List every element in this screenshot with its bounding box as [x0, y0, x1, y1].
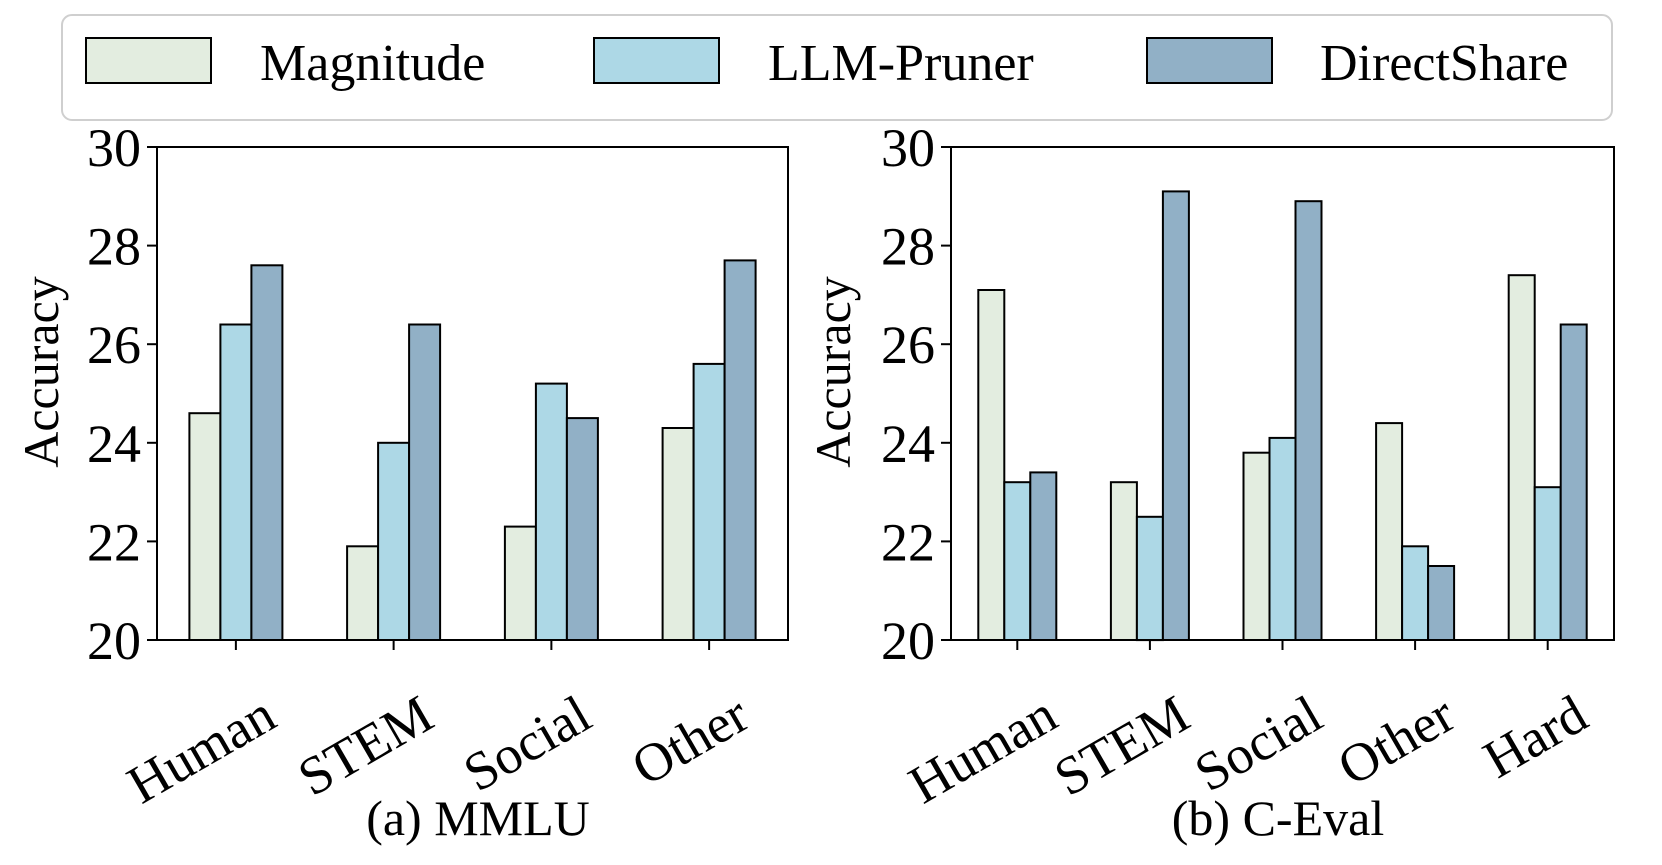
plot-frame-mmlu [156, 146, 789, 641]
bar-c-eval-other-directshare [1427, 565, 1456, 641]
bar-c-eval-social-directshare [1294, 200, 1323, 641]
bar-mmlu-human-directshare [250, 264, 284, 641]
x-tick-label-c-eval-social: Social [1185, 684, 1332, 803]
legend: Magnitude LLM-Pruner DirectShare [61, 14, 1613, 121]
bar-mmlu-other-magnitude [661, 427, 695, 641]
bar-mmlu-human-magnitude [188, 412, 222, 642]
bar-c-eval-other-llm-pruner [1401, 545, 1430, 641]
bar-mmlu-social-magnitude [503, 525, 537, 641]
x-tick-label-c-eval-other: Other [1328, 684, 1464, 797]
bar-c-eval-stem-directshare [1161, 190, 1190, 641]
bar-c-eval-other-magnitude [1375, 422, 1404, 641]
bar-mmlu-social-llm-pruner [534, 382, 568, 641]
bar-mmlu-other-llm-pruner [692, 362, 726, 641]
bar-c-eval-hard-llm-pruner [1533, 486, 1562, 642]
legend-label-magnitude: Magnitude [260, 35, 485, 92]
bar-c-eval-human-llm-pruner [1003, 481, 1032, 642]
y-tick-label-mmlu-24: 24 [87, 414, 141, 474]
bar-c-eval-stem-llm-pruner [1135, 515, 1164, 642]
bar-mmlu-stem-magnitude [346, 545, 380, 641]
legend-label-directshare: DirectShare [1320, 35, 1568, 92]
x-tick-label-c-eval-hard: Hard [1473, 684, 1596, 790]
y-tick-label-c-eval-30: 30 [881, 118, 935, 178]
y-tick-label-mmlu-28: 28 [87, 217, 141, 277]
x-tick-label-mmlu-social: Social [454, 684, 601, 803]
bar-mmlu-human-llm-pruner [219, 323, 253, 641]
chart-title-mmlu: (a) MMLU [366, 790, 590, 846]
y-tick-label-c-eval-20: 20 [881, 611, 935, 671]
y-tick-label-mmlu-22: 22 [87, 512, 141, 572]
bar-mmlu-stem-directshare [408, 323, 442, 641]
y-tick-label-c-eval-24: 24 [881, 414, 935, 474]
bar-c-eval-social-magnitude [1242, 451, 1271, 642]
bar-c-eval-stem-magnitude [1109, 481, 1138, 642]
x-tick-label-mmlu-other: Other [622, 684, 758, 797]
y-axis-label-mmlu: Accuracy [13, 276, 69, 468]
legend-swatch-llm-pruner [593, 37, 720, 84]
legend-swatch-directshare [1146, 37, 1273, 84]
y-tick-label-mmlu-26: 26 [87, 315, 141, 375]
y-tick-label-c-eval-22: 22 [881, 512, 935, 572]
bar-c-eval-hard-magnitude [1507, 274, 1536, 641]
legend-label-llm-pruner: LLM-Pruner [768, 35, 1034, 92]
bar-c-eval-social-llm-pruner [1268, 436, 1297, 641]
bar-c-eval-human-magnitude [977, 289, 1006, 641]
bar-c-eval-human-directshare [1029, 471, 1058, 641]
y-tick-label-c-eval-28: 28 [881, 217, 935, 277]
y-tick-label-c-eval-26: 26 [881, 315, 935, 375]
bar-mmlu-stem-llm-pruner [377, 441, 411, 641]
x-tick-label-c-eval-human: Human [899, 684, 1067, 815]
bar-c-eval-hard-directshare [1559, 323, 1588, 641]
bar-mmlu-other-directshare [723, 259, 757, 641]
y-tick-label-mmlu-20: 20 [87, 611, 141, 671]
chart-title-c-eval: (b) C-Eval [1172, 790, 1384, 846]
bar-mmlu-social-directshare [565, 417, 599, 641]
y-axis-label-c-eval: Accuracy [805, 276, 861, 468]
x-tick-label-mmlu-human: Human [117, 684, 285, 815]
y-tick-label-mmlu-30: 30 [87, 118, 141, 178]
chart-panel-c-eval: (b) C-Eval Accuracy 202224262830HumanSTE… [805, 118, 1615, 846]
legend-swatch-magnitude [85, 37, 212, 84]
